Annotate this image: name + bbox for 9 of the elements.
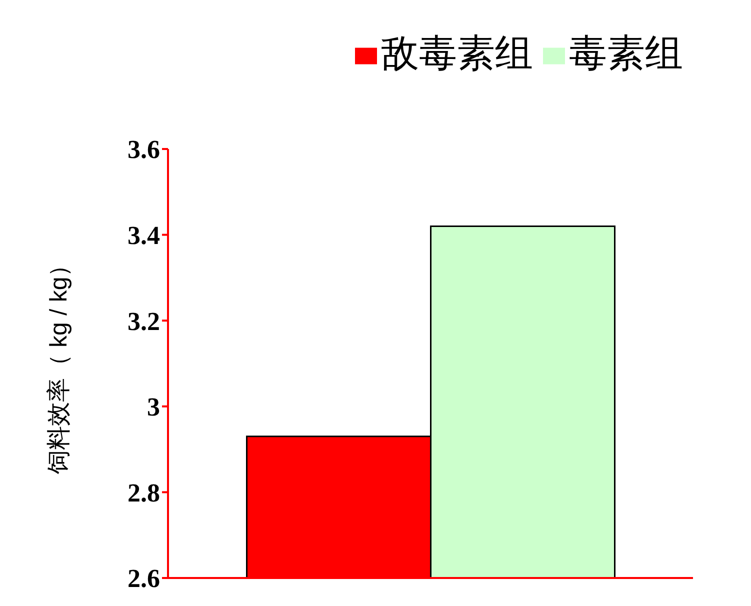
legend-label: 敌毒素组 [381, 33, 533, 75]
y-tick-label: 3.4 [128, 221, 160, 250]
y-tick-label: 3 [147, 392, 160, 422]
y-tick-label: 3.6 [128, 135, 160, 164]
y-tick-label: 3.2 [128, 306, 160, 336]
legend-label: 毒素组 [569, 33, 683, 75]
y-tick-label: 2.8 [128, 478, 160, 508]
y-axis-title: 饲料效率（ kg / kg） [46, 252, 73, 476]
y-tick-label: 2.6 [128, 564, 160, 594]
